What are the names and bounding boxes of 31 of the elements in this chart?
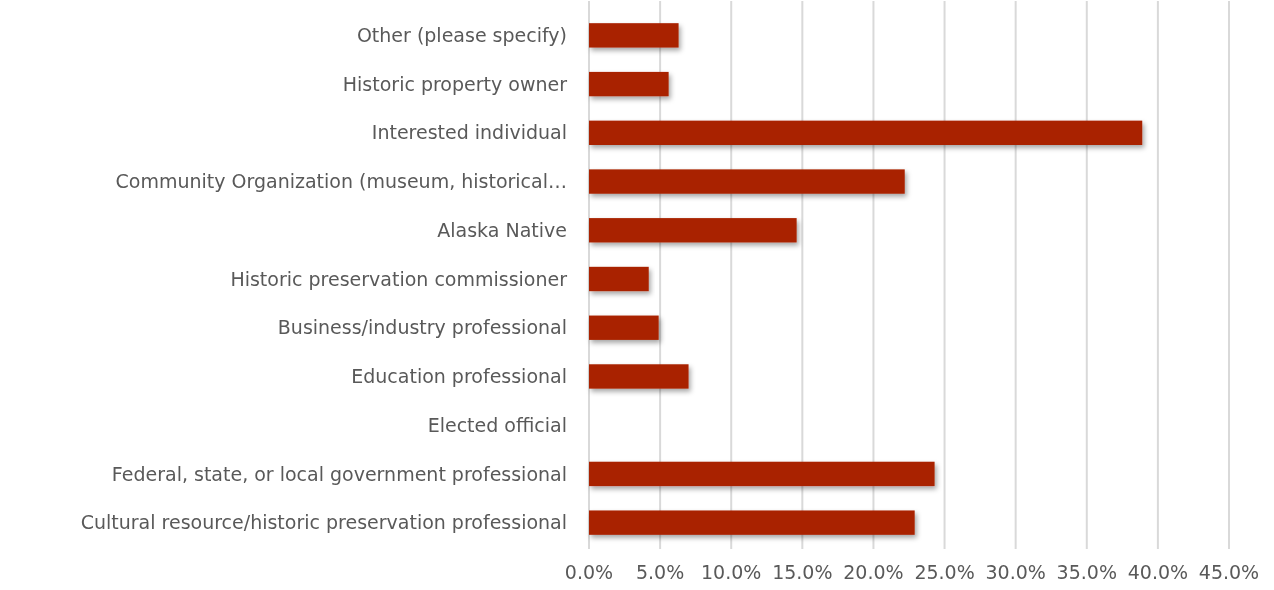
bar (589, 71, 669, 97)
x-tick-label: 5.0% (635, 561, 685, 583)
x-tick-label: 30.0% (985, 561, 1046, 583)
x-tick-label: 0.0% (564, 561, 614, 583)
x-tick-label: 45.0% (1198, 561, 1260, 583)
bar (589, 120, 1143, 145)
bar (589, 315, 659, 340)
y-tick-label: Cultural resource/historic preservation professional (80, 511, 567, 534)
bar (589, 461, 935, 487)
y-tick-label: Alaska Native (437, 218, 567, 241)
y-tick-label: Education professional (351, 365, 567, 388)
x-tick-label: 20.0% (843, 561, 904, 583)
bar (589, 169, 905, 194)
bar (589, 218, 797, 243)
bar (589, 266, 649, 292)
x-tick-label: 25.0% (914, 561, 975, 583)
y-tick-label: Historic preservation commissioner (230, 267, 568, 290)
y-tick-label: Other (please specify) (356, 24, 567, 47)
y-tick-label: Community Organization (museum, historical… (115, 170, 567, 193)
y-tick-label: Federal, state, or local government professional (111, 462, 567, 485)
x-tick-label: 35.0% (1056, 561, 1117, 583)
y-tick-label: Interested individual (371, 121, 567, 144)
x-tick-label: 15.0% (772, 561, 833, 583)
y-tick-label: Elected official (427, 413, 567, 436)
bar (589, 364, 689, 389)
bar (589, 510, 915, 535)
x-tick-label: 10.0% (701, 561, 762, 583)
y-tick-label: Business/industry professional (277, 316, 567, 339)
bar (589, 23, 679, 48)
x-tick-label: 40.0% (1127, 561, 1189, 583)
y-tick-label: Historic property owner (342, 72, 568, 95)
